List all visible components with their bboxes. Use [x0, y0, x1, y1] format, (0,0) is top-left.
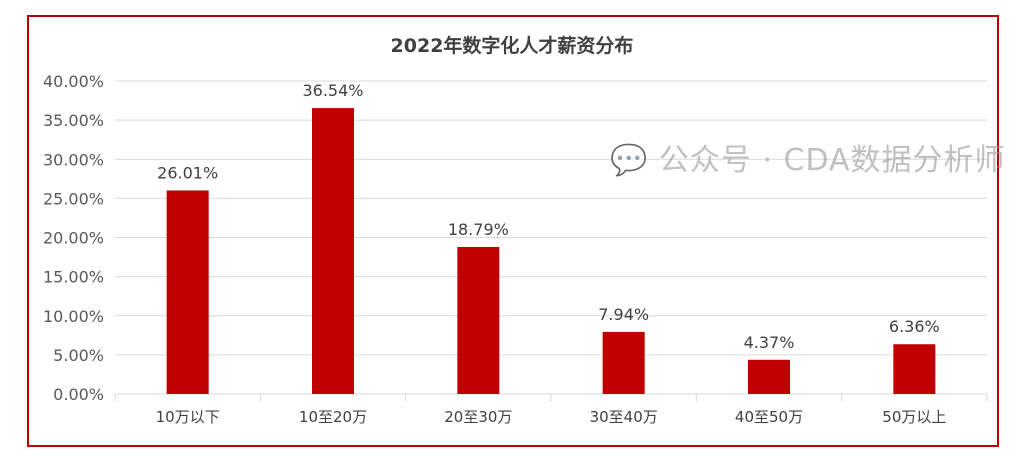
x-tick-label: 40至50万 — [735, 408, 803, 426]
y-tick-label: 15.00% — [43, 268, 104, 287]
bar — [748, 359, 790, 394]
data-label: 36.54% — [302, 81, 363, 100]
data-label: 18.79% — [448, 220, 509, 239]
x-tick-label: 10万以下 — [156, 408, 220, 426]
y-tick-label: 30.00% — [43, 150, 104, 169]
x-tick-label: 50万以上 — [882, 408, 946, 426]
y-tick-label: 10.00% — [43, 307, 104, 326]
watermark-text: 公众号 · CDA数据分析师 — [658, 143, 1006, 178]
bar — [602, 331, 645, 394]
watermark: 💬 公众号 · CDA数据分析师 — [610, 135, 1006, 179]
wechat-icon: 💬 — [610, 143, 649, 178]
data-label: 6.36% — [889, 317, 940, 336]
data-label: 7.94% — [598, 305, 649, 324]
bar — [457, 246, 500, 394]
bar — [893, 344, 936, 394]
bar — [166, 190, 209, 394]
y-tick-label: 5.00% — [53, 346, 104, 365]
y-tick-label: 20.00% — [43, 229, 104, 248]
bar — [312, 108, 354, 395]
x-tick-label: 10至20万 — [299, 408, 367, 426]
x-tick-label: 30至40万 — [590, 408, 658, 426]
chart-frame — [27, 15, 999, 447]
data-label: 4.37% — [744, 333, 795, 352]
data-label: 26.01% — [157, 163, 218, 182]
y-tick-label: 40.00% — [43, 72, 104, 91]
x-tick-label: 20至30万 — [444, 408, 512, 426]
y-tick-label: 0.00% — [53, 385, 104, 404]
chart-title: 2022年数字化人才薪资分布 — [391, 34, 634, 57]
y-tick-label: 35.00% — [43, 111, 104, 130]
y-tick-label: 25.00% — [43, 189, 104, 208]
